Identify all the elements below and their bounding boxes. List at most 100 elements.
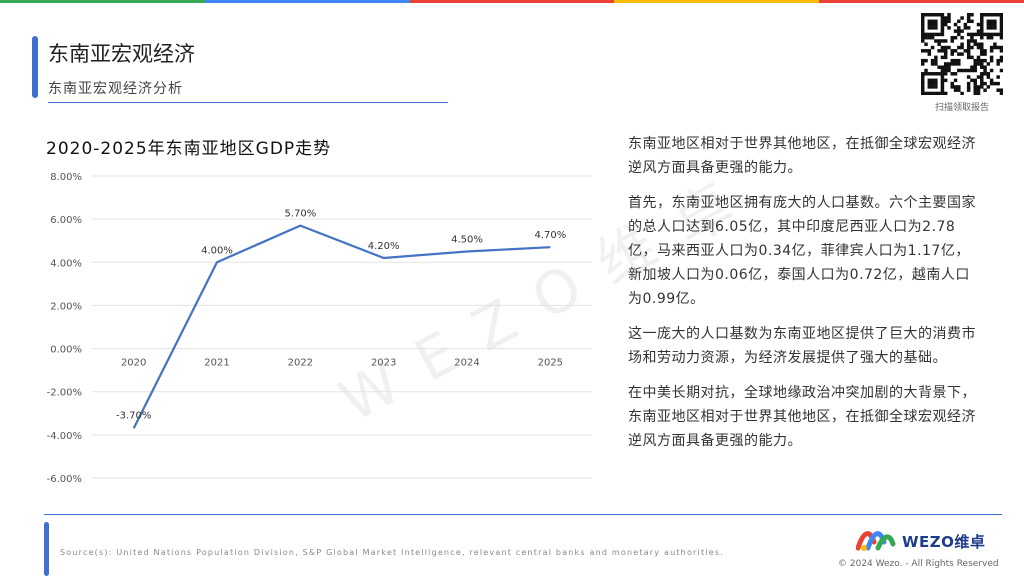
qr-module — [986, 32, 991, 37]
source-note: Source(s): United Nations Population Div… — [60, 548, 724, 557]
qr-module — [953, 85, 958, 89]
qr-module — [953, 62, 958, 66]
y-tick-label: -4.00% — [47, 431, 82, 442]
qr-module — [957, 85, 961, 89]
qr-module — [934, 55, 938, 60]
qr-module — [993, 22, 997, 27]
qr-module — [934, 81, 938, 86]
qr-module — [930, 62, 935, 66]
analysis-paragraph-3: 这一庞大的人口基数为东南亚地区提供了巨大的消费市场和劳动力资源，为经济发展提供了… — [628, 326, 976, 366]
qr-module — [970, 19, 974, 24]
qr-module — [983, 65, 987, 69]
qr-module — [993, 19, 997, 24]
qr-module — [960, 45, 964, 50]
top-bar-segment — [0, 0, 205, 3]
qr-module — [980, 42, 984, 46]
qr-module — [973, 68, 977, 73]
qr-module — [966, 26, 971, 30]
qr-module — [986, 72, 991, 76]
qr-module — [976, 55, 981, 60]
qr-module — [940, 16, 945, 20]
qr-module — [921, 32, 925, 37]
qr-module — [947, 62, 951, 66]
analysis-paragraph-1: 东南亚地区相对于世界其他地区，在抵御全球宏观经济逆风方面具备更强的能力。 — [628, 136, 976, 176]
qr-module — [999, 55, 1003, 60]
qr-module — [976, 22, 981, 27]
qr-module — [983, 72, 987, 76]
qr-module — [973, 65, 977, 69]
qr-module — [943, 39, 948, 43]
qr-module — [943, 65, 948, 69]
qr-module — [940, 88, 945, 92]
qr-module — [963, 26, 968, 30]
qr-module — [963, 22, 968, 27]
qr-module — [980, 35, 984, 40]
qr-module — [957, 29, 961, 33]
qr-module — [921, 72, 925, 76]
x-tick-label: 2023 — [371, 358, 396, 369]
x-tick-label: 2020 — [121, 358, 146, 369]
qr-module — [980, 26, 984, 30]
qr-module — [980, 62, 984, 66]
qr-module — [934, 19, 938, 24]
qr-module — [996, 45, 1000, 50]
qr-module — [924, 58, 928, 63]
qr-module — [943, 45, 948, 50]
qr-module — [973, 81, 977, 86]
qr-module — [999, 19, 1003, 24]
qr-module — [943, 19, 948, 24]
qr-module — [970, 55, 974, 60]
qr-module — [989, 49, 994, 53]
qr-module — [930, 45, 935, 50]
qr-module — [921, 88, 925, 92]
qr-module — [947, 13, 951, 17]
qr-module — [940, 78, 945, 83]
x-tick-label: 2024 — [454, 358, 479, 369]
qr-module — [924, 42, 928, 46]
chart-title: 2020-2025年东南亚地区GDP走势 — [46, 139, 332, 159]
qr-module — [953, 35, 958, 40]
qr-module — [950, 62, 954, 66]
qr-module — [976, 85, 981, 89]
qr-module — [957, 32, 961, 37]
qr-module — [943, 52, 948, 56]
qr-module — [957, 62, 961, 66]
qr-module — [947, 16, 951, 20]
y-tick-label: 6.00% — [50, 215, 82, 226]
qr-module — [957, 88, 961, 92]
qr-module — [989, 19, 994, 24]
analysis-paragraph-2: 首先，东南亚地区拥有庞大的人口基数。六个主要国家的总人口达到6.05亿，其中印度… — [628, 195, 976, 307]
qr-module — [980, 58, 984, 63]
top-color-bar — [0, 0, 1024, 3]
qr-module — [930, 35, 935, 40]
qr-module — [989, 32, 994, 37]
qr-module — [957, 58, 961, 63]
qr-module — [940, 26, 945, 30]
qr-module — [943, 55, 948, 60]
qr-module — [960, 42, 964, 46]
qr-module — [940, 49, 945, 53]
qr-module — [943, 72, 948, 76]
title-divider — [48, 102, 448, 103]
qr-code-icon[interactable] — [921, 13, 1003, 95]
qr-module — [930, 72, 935, 76]
qr-module — [950, 81, 954, 86]
page-title: 东南亚宏观经济 — [48, 42, 195, 66]
analysis-text: 东南亚地区相对于世界其他地区，在抵御全球宏观经济逆风方面具备更强的能力。 首先，… — [628, 132, 978, 464]
qr-module — [976, 32, 981, 37]
qr-module — [999, 88, 1003, 92]
top-bar-segment — [204, 0, 410, 3]
qr-module — [921, 78, 925, 83]
qr-module — [921, 58, 925, 63]
qr-module — [943, 68, 948, 73]
qr-module — [976, 58, 981, 63]
qr-module — [924, 32, 928, 37]
qr-module — [996, 32, 1000, 37]
qr-module — [930, 91, 935, 95]
qr-module — [953, 58, 958, 63]
qr-module — [940, 81, 945, 86]
qr-module — [993, 81, 997, 86]
qr-module — [940, 68, 945, 73]
qr-module — [980, 45, 984, 50]
title-accent-bar — [32, 36, 38, 98]
